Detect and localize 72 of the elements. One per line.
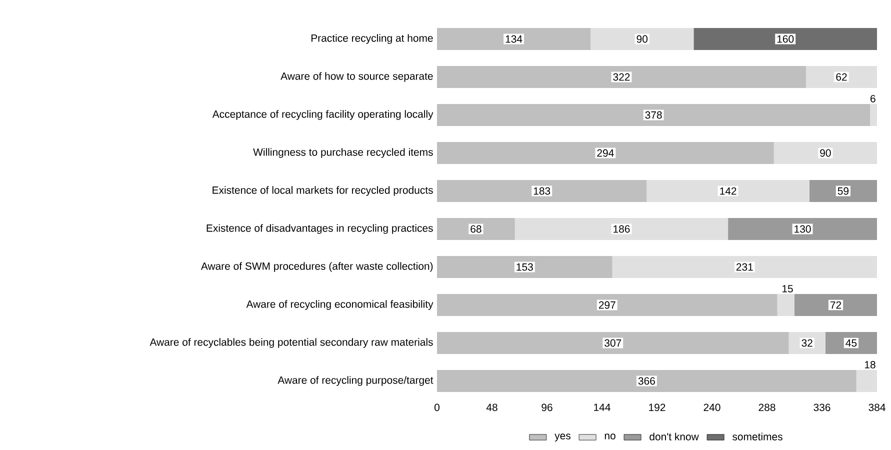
bar [436, 332, 789, 354]
data-label: 183 [534, 187, 550, 195]
x-tick-label: 96 [542, 404, 552, 412]
data-label: 6 [870, 95, 876, 102]
data-label: 294 [597, 149, 614, 157]
bar [794, 294, 878, 316]
x-tick-label: 384 [868, 404, 886, 412]
data-label: 18 [864, 361, 876, 368]
bar [436, 370, 856, 392]
bar [436, 104, 870, 126]
bar [590, 28, 694, 50]
x-tick-label: 0 [434, 404, 440, 412]
bar [694, 28, 878, 50]
data-label: 62 [836, 73, 847, 81]
data-label: 68 [470, 225, 482, 233]
data-label: 90 [636, 35, 648, 43]
bar [436, 28, 591, 50]
y-tick-label: Aware of recycling purpose/target [278, 376, 434, 386]
data-label: 160 [777, 35, 794, 43]
bar [806, 66, 878, 88]
bar [774, 142, 878, 164]
y-tick-label: Aware of SWM procedures (after waste collection) [200, 262, 433, 272]
legend-label: no [604, 434, 616, 440]
data-label: 59 [838, 187, 849, 195]
bar [777, 294, 794, 316]
y-tick-label: Existence of disadvantages in recycling practices [206, 224, 433, 234]
legend-label: yes [554, 434, 570, 442]
bar [612, 256, 878, 278]
x-tick-label: 336 [814, 404, 830, 412]
x-tick-label: 288 [758, 404, 776, 412]
y-tick-label: Willingness to purchase recycled items [253, 148, 433, 158]
x-tick-label: 48 [486, 404, 498, 412]
data-label: 32 [802, 339, 812, 347]
y-tick-label: Existence of local markets for recycled products [212, 186, 433, 196]
legend-label: sometimes [732, 432, 782, 440]
y-tick-label: Aware of recyclables being potential secondary raw materials [150, 338, 433, 348]
data-label: 186 [614, 225, 630, 233]
y-tick-label: Aware of recycling economical feasibility [246, 300, 434, 310]
bar [436, 294, 778, 316]
data-label: 231 [736, 263, 753, 271]
bar [436, 66, 806, 88]
data-label: 378 [645, 111, 662, 119]
bar [870, 104, 878, 126]
data-label: 307 [604, 339, 622, 347]
bar [825, 332, 878, 354]
x-tick-label: 192 [649, 404, 666, 412]
data-label: 366 [638, 377, 655, 385]
bar [436, 142, 774, 164]
bar [728, 218, 878, 240]
bar [514, 218, 728, 240]
data-label: 153 [516, 263, 533, 271]
data-label: 15 [782, 285, 793, 292]
y-tick-label: Aware of how to source separate [280, 72, 433, 82]
y-tick-label: Acceptance of recycling facility operating locally [212, 110, 434, 120]
data-label: 45 [846, 339, 857, 347]
data-label: 72 [830, 301, 842, 309]
x-tick-label: 144 [594, 404, 610, 411]
data-label: 134 [506, 35, 522, 43]
data-label: 297 [598, 301, 616, 309]
bar [856, 370, 878, 392]
data-label: 142 [720, 187, 736, 195]
data-label: 130 [794, 225, 811, 233]
data-label: 322 [613, 73, 630, 81]
bar [436, 256, 612, 278]
bar [809, 180, 878, 202]
bar [436, 218, 515, 240]
y-tick-label: Practice recycling at home [311, 34, 433, 44]
bar [646, 180, 810, 202]
bar [436, 180, 647, 202]
data-label: 90 [820, 149, 831, 157]
legend-label: don't know [650, 432, 699, 440]
x-tick-label: 240 [704, 404, 720, 412]
